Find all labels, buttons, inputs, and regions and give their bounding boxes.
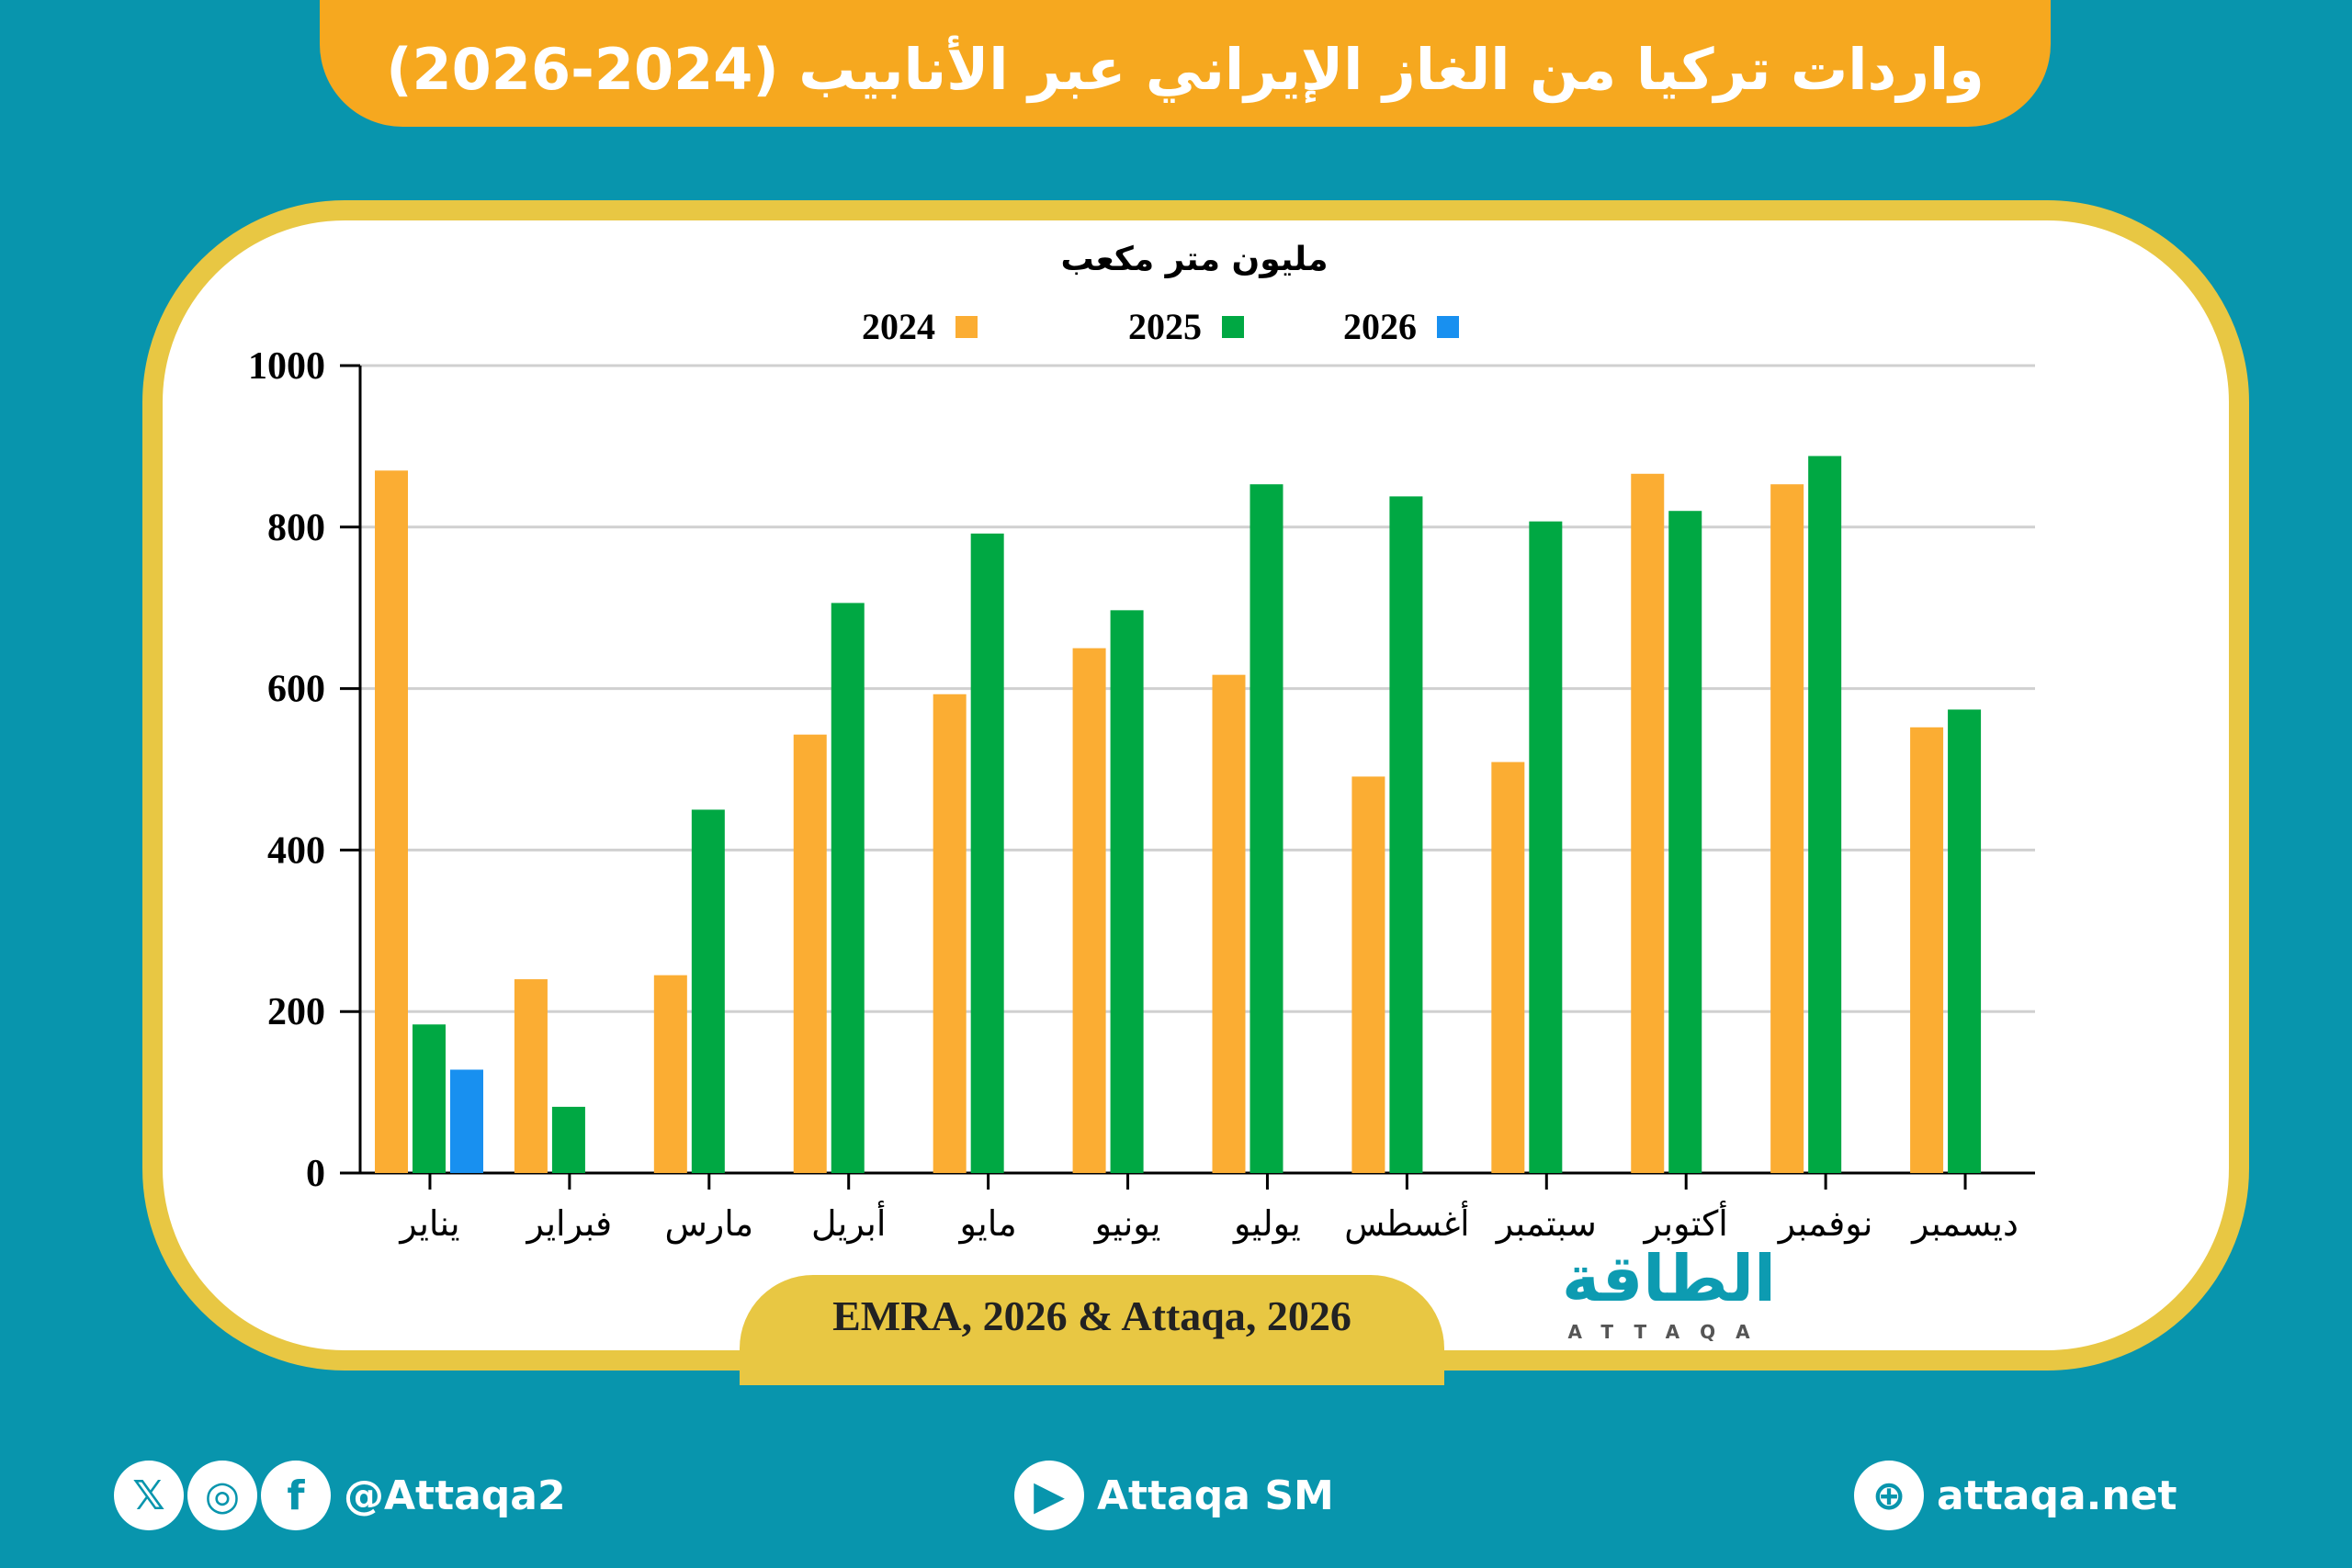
x-tick-label: نوفمبر <box>1777 1203 1873 1245</box>
bar-2024-12 <box>1910 727 1944 1173</box>
x-tick-label: فبراير <box>526 1203 613 1245</box>
youtube-label: Attaqa SM <box>1097 1472 1334 1519</box>
title-banner: واردات تركيا من الغاز الإيراني عبر الأنا… <box>320 0 2051 127</box>
x-tick-label: أغسطس <box>1344 1201 1469 1244</box>
legend-swatch-2026 <box>1437 315 1459 338</box>
bar-2025-5 <box>970 533 1004 1173</box>
legend-2026: 2026 <box>1343 305 1459 348</box>
bar-2024-6 <box>1072 648 1106 1173</box>
legend-swatch-2024 <box>956 315 978 338</box>
bar-2025-9 <box>1529 521 1563 1173</box>
bar-2025-2 <box>551 1106 585 1173</box>
source-label: EMRA, 2026 & Attaqa, 2026 <box>740 1275 1444 1385</box>
x-tick-label: يونيو <box>1093 1203 1161 1245</box>
bar-2025-1 <box>413 1024 446 1173</box>
bar-2025-4 <box>831 603 865 1173</box>
social-handle[interactable]: @Attaqa2 <box>344 1472 566 1519</box>
logo-latin: ATTAQA <box>1567 1321 1770 1343</box>
bar-2024-3 <box>653 975 687 1173</box>
social-links: 𝕏 ◎ f @Attaqa2 <box>114 1461 566 1530</box>
bar-2024-1 <box>375 470 408 1173</box>
y-tick-label: 200 <box>267 991 325 1033</box>
bar-2024-4 <box>793 734 827 1173</box>
y-tick-label: 800 <box>267 507 325 549</box>
bar-2025-12 <box>1948 709 1982 1173</box>
bar-2024-9 <box>1491 761 1525 1173</box>
youtube-link[interactable]: ▶ Attaqa SM <box>1014 1461 1334 1530</box>
bar-2025-3 <box>691 809 725 1173</box>
bar-2024-5 <box>933 694 967 1173</box>
x-tick-label: يناير <box>398 1203 459 1245</box>
x-twitter-icon[interactable]: 𝕏 <box>114 1461 184 1530</box>
x-tick-label: مايو <box>958 1203 1017 1245</box>
attaqa-logo: الطاقة ATTAQA <box>1562 1240 1776 1343</box>
instagram-icon[interactable]: ◎ <box>187 1461 257 1530</box>
y-tick-label: 400 <box>267 829 325 872</box>
website-link[interactable]: ⊕ attaqa.net <box>1854 1461 2177 1530</box>
bar-2024-2 <box>514 979 548 1173</box>
x-tick-label: أبريل <box>811 1201 886 1245</box>
legend-swatch-2025 <box>1222 315 1244 338</box>
legend-label-2024: 2024 <box>862 306 935 347</box>
youtube-icon: ▶ <box>1014 1461 1084 1530</box>
legend-label-2026: 2026 <box>1343 306 1417 347</box>
x-tick-label: سبتمبر <box>1495 1203 1597 1245</box>
bar-2024-8 <box>1351 776 1385 1173</box>
x-tick-label: ديسمبر <box>1910 1203 2018 1245</box>
y-tick-label: 600 <box>267 669 325 711</box>
bar-2024-11 <box>1770 484 1804 1173</box>
x-tick-label: يوليو <box>1232 1203 1301 1245</box>
bar-2024-7 <box>1212 674 1246 1173</box>
y-tick-label: 1000 <box>248 345 325 388</box>
chart-title: واردات تركيا من الغاز الإيراني عبر الأنا… <box>386 36 1984 103</box>
bar-2025-7 <box>1250 484 1283 1173</box>
x-tick-label: أكتوبر <box>1643 1201 1728 1245</box>
website-label: attaqa.net <box>1937 1472 2177 1519</box>
bar-2025-6 <box>1110 610 1144 1173</box>
unit-label: مليون متر مكعب <box>1060 241 1329 278</box>
bar-2026-1 <box>450 1069 483 1173</box>
y-tick-label: 0 <box>306 1153 325 1195</box>
bar-2025-8 <box>1389 496 1423 1173</box>
globe-icon: ⊕ <box>1854 1461 1924 1530</box>
legend-2025: 2025 <box>1128 305 1244 348</box>
logo-arabic: الطاقة <box>1562 1241 1777 1316</box>
legend-2024: 2024 <box>862 305 978 348</box>
legend-label-2025: 2025 <box>1128 306 1202 347</box>
facebook-icon[interactable]: f <box>261 1461 331 1530</box>
x-tick-label: مارس <box>664 1203 753 1244</box>
bar-2025-11 <box>1808 456 1842 1173</box>
bar-2024-10 <box>1631 473 1665 1173</box>
bar-2025-10 <box>1668 511 1702 1173</box>
